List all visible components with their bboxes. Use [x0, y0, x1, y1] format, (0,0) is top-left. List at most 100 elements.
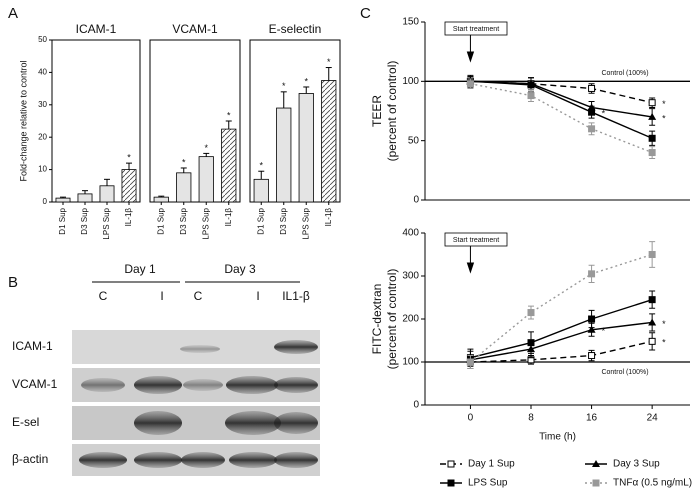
y-tick-label: 20: [38, 132, 47, 141]
significance: *: [602, 326, 606, 336]
marker: [648, 296, 656, 304]
series-line: [470, 80, 653, 139]
series-line: [470, 321, 653, 361]
row-label: E-sel: [12, 415, 39, 429]
y-tick-label: 400: [402, 228, 419, 239]
x-tick-label: D1 Sup: [156, 207, 165, 234]
annotation: Start treatment: [453, 26, 499, 33]
annotation-arrow: [466, 35, 475, 63]
lane-label: C: [99, 289, 108, 303]
y-tick-label: 30: [38, 100, 47, 109]
x-tick-label: 8: [528, 413, 534, 424]
series-line: [470, 340, 653, 363]
band: [79, 452, 127, 468]
marker: [648, 149, 656, 157]
legend-label: LPS Sup: [468, 478, 508, 489]
marker: [588, 270, 596, 278]
lane-label: IL1-β: [282, 289, 310, 303]
x-tick-label: LPS Sup: [201, 207, 210, 239]
marker: [588, 125, 596, 133]
significance: *: [127, 152, 131, 162]
bar: [321, 80, 337, 203]
plots: ICAM-1 0 10 20 30 40 50 Fold-change relative to…: [18, 17, 692, 489]
marker: [466, 80, 474, 88]
annotation-box: [444, 232, 508, 247]
group-label: Day 3: [224, 262, 256, 276]
x-tick-label: LPS Sup: [102, 207, 111, 239]
x-tick-label: D3 Sup: [179, 207, 188, 234]
chart-title: E-selectin: [269, 22, 322, 36]
row-label: VCAM-1: [12, 377, 58, 391]
band: [226, 376, 278, 394]
x-tick-label: LPS Sup: [301, 207, 310, 239]
y-tick-label: 10: [38, 165, 47, 174]
bar: [153, 196, 169, 203]
bar: [253, 178, 269, 203]
y-tick-label: 0: [413, 400, 419, 411]
plot-frame: [51, 39, 141, 203]
legend-marker: [447, 460, 455, 468]
reference-label: Control (100%): [601, 369, 648, 376]
y-tick-label: 0: [413, 195, 419, 206]
western-blot: Day 1 Day 3 C I C I IL1-β ICAM-1 VCAM-1 …: [12, 262, 320, 476]
band: [274, 412, 318, 434]
annotation: Start treatment: [453, 237, 499, 244]
series-line: [469, 253, 653, 363]
band: [229, 452, 277, 468]
bar: [298, 93, 314, 203]
bar: [176, 172, 192, 203]
legend-label: Day 1 Sup: [468, 459, 515, 470]
legend-marker: [447, 479, 455, 487]
lane-label: I: [160, 289, 163, 303]
marker: [527, 92, 535, 100]
marker: [588, 315, 596, 323]
plot-frame: [249, 39, 341, 203]
significance: *: [602, 109, 606, 119]
bar: [99, 185, 115, 203]
panel-label: A: [8, 5, 18, 22]
row-label: β-actin: [12, 452, 48, 466]
annotation-arrow: [466, 246, 475, 274]
x-tick-label: 24: [647, 413, 659, 424]
significance: *: [259, 161, 263, 171]
marker: [648, 251, 656, 258]
significance: *: [227, 110, 231, 120]
lane-label: C: [194, 289, 203, 303]
significance: *: [304, 76, 308, 86]
bar: [276, 107, 292, 203]
annotation-box: [444, 21, 508, 36]
band: [134, 411, 182, 435]
x-tick-label: IL-1β: [124, 208, 133, 227]
series-line: [470, 298, 653, 359]
series-line: [470, 80, 653, 104]
y-tick-label: 50: [38, 35, 47, 44]
marker: [588, 108, 596, 116]
bar: [77, 193, 93, 203]
marker: [527, 339, 535, 347]
band: [134, 376, 182, 394]
row-label: ICAM-1: [12, 339, 53, 353]
significance: *: [182, 157, 186, 167]
band: [183, 379, 223, 391]
y-axis-label: (percent of control): [385, 61, 399, 162]
marker: [648, 99, 656, 107]
x-tick-label: 0: [468, 413, 474, 424]
series-line: [470, 83, 653, 154]
x-tick-label: IL-1β: [224, 208, 233, 227]
y-axis-label: TEER: [370, 95, 384, 127]
y-tick-label: 200: [402, 314, 419, 325]
x-tick-label: D1 Sup: [256, 207, 265, 234]
x-tick-label: IL-1β: [324, 208, 333, 227]
panel-label: C: [360, 5, 371, 22]
band: [274, 452, 318, 468]
reference-label: Control (100%): [601, 70, 648, 77]
significance: *: [662, 338, 666, 348]
x-axis-label: Time (h): [539, 432, 576, 443]
x-tick-label: D1 Sup: [58, 207, 67, 234]
marker: [527, 81, 535, 89]
panel-label: B: [8, 274, 18, 291]
lane-label: I: [256, 289, 259, 303]
band: [81, 378, 125, 392]
legend-marker: [592, 479, 600, 487]
